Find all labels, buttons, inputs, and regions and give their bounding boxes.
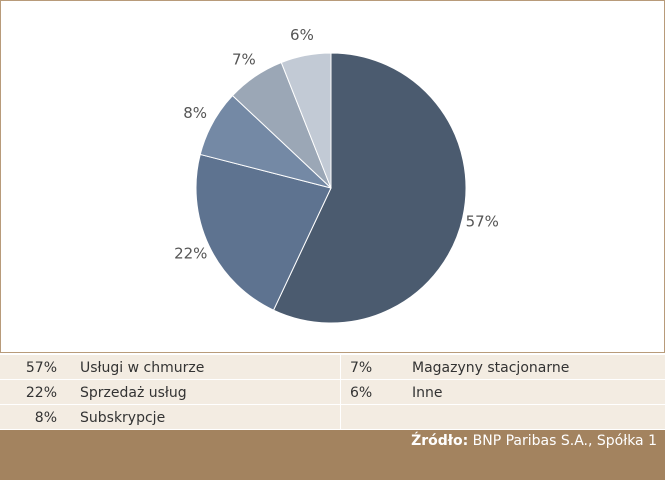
legend-value: 57% — [26, 360, 57, 376]
legend-value: 6% — [350, 385, 372, 401]
legend-cell — [0, 405, 340, 429]
legend-cell — [341, 380, 665, 404]
slice-label: 22% — [174, 244, 207, 262]
source-label: Źródło: — [411, 431, 468, 449]
legend-label: Magazyny stacjonarne — [412, 360, 569, 376]
legend-cell — [0, 355, 340, 379]
legend-label: Inne — [412, 385, 443, 401]
pie-slice — [195, 153, 332, 311]
slice-label: 57% — [466, 212, 499, 230]
source-text: BNP Paribas S.A., Spółka 1 — [473, 433, 657, 449]
legend-value: 22% — [26, 385, 57, 401]
slice-label: 6% — [290, 26, 314, 44]
pie-slice — [272, 52, 467, 324]
source: Źródło: BNP Paribas S.A., Spółka 1 — [411, 431, 657, 449]
legend-label: Subskrypcje — [80, 410, 165, 426]
legend-value: 7% — [350, 360, 372, 376]
legend-label: Sprzedaż usług — [80, 385, 187, 401]
slice-label: 7% — [232, 50, 256, 68]
legend-cell — [341, 355, 665, 379]
source-bar — [0, 430, 665, 480]
legend-cell — [0, 380, 340, 404]
slice-label: 8% — [183, 104, 207, 122]
pie-slice — [280, 52, 332, 189]
legend-label: Usługi w chmurze — [80, 360, 204, 376]
legend-value: 8% — [35, 410, 57, 426]
legend-cell — [341, 405, 665, 429]
